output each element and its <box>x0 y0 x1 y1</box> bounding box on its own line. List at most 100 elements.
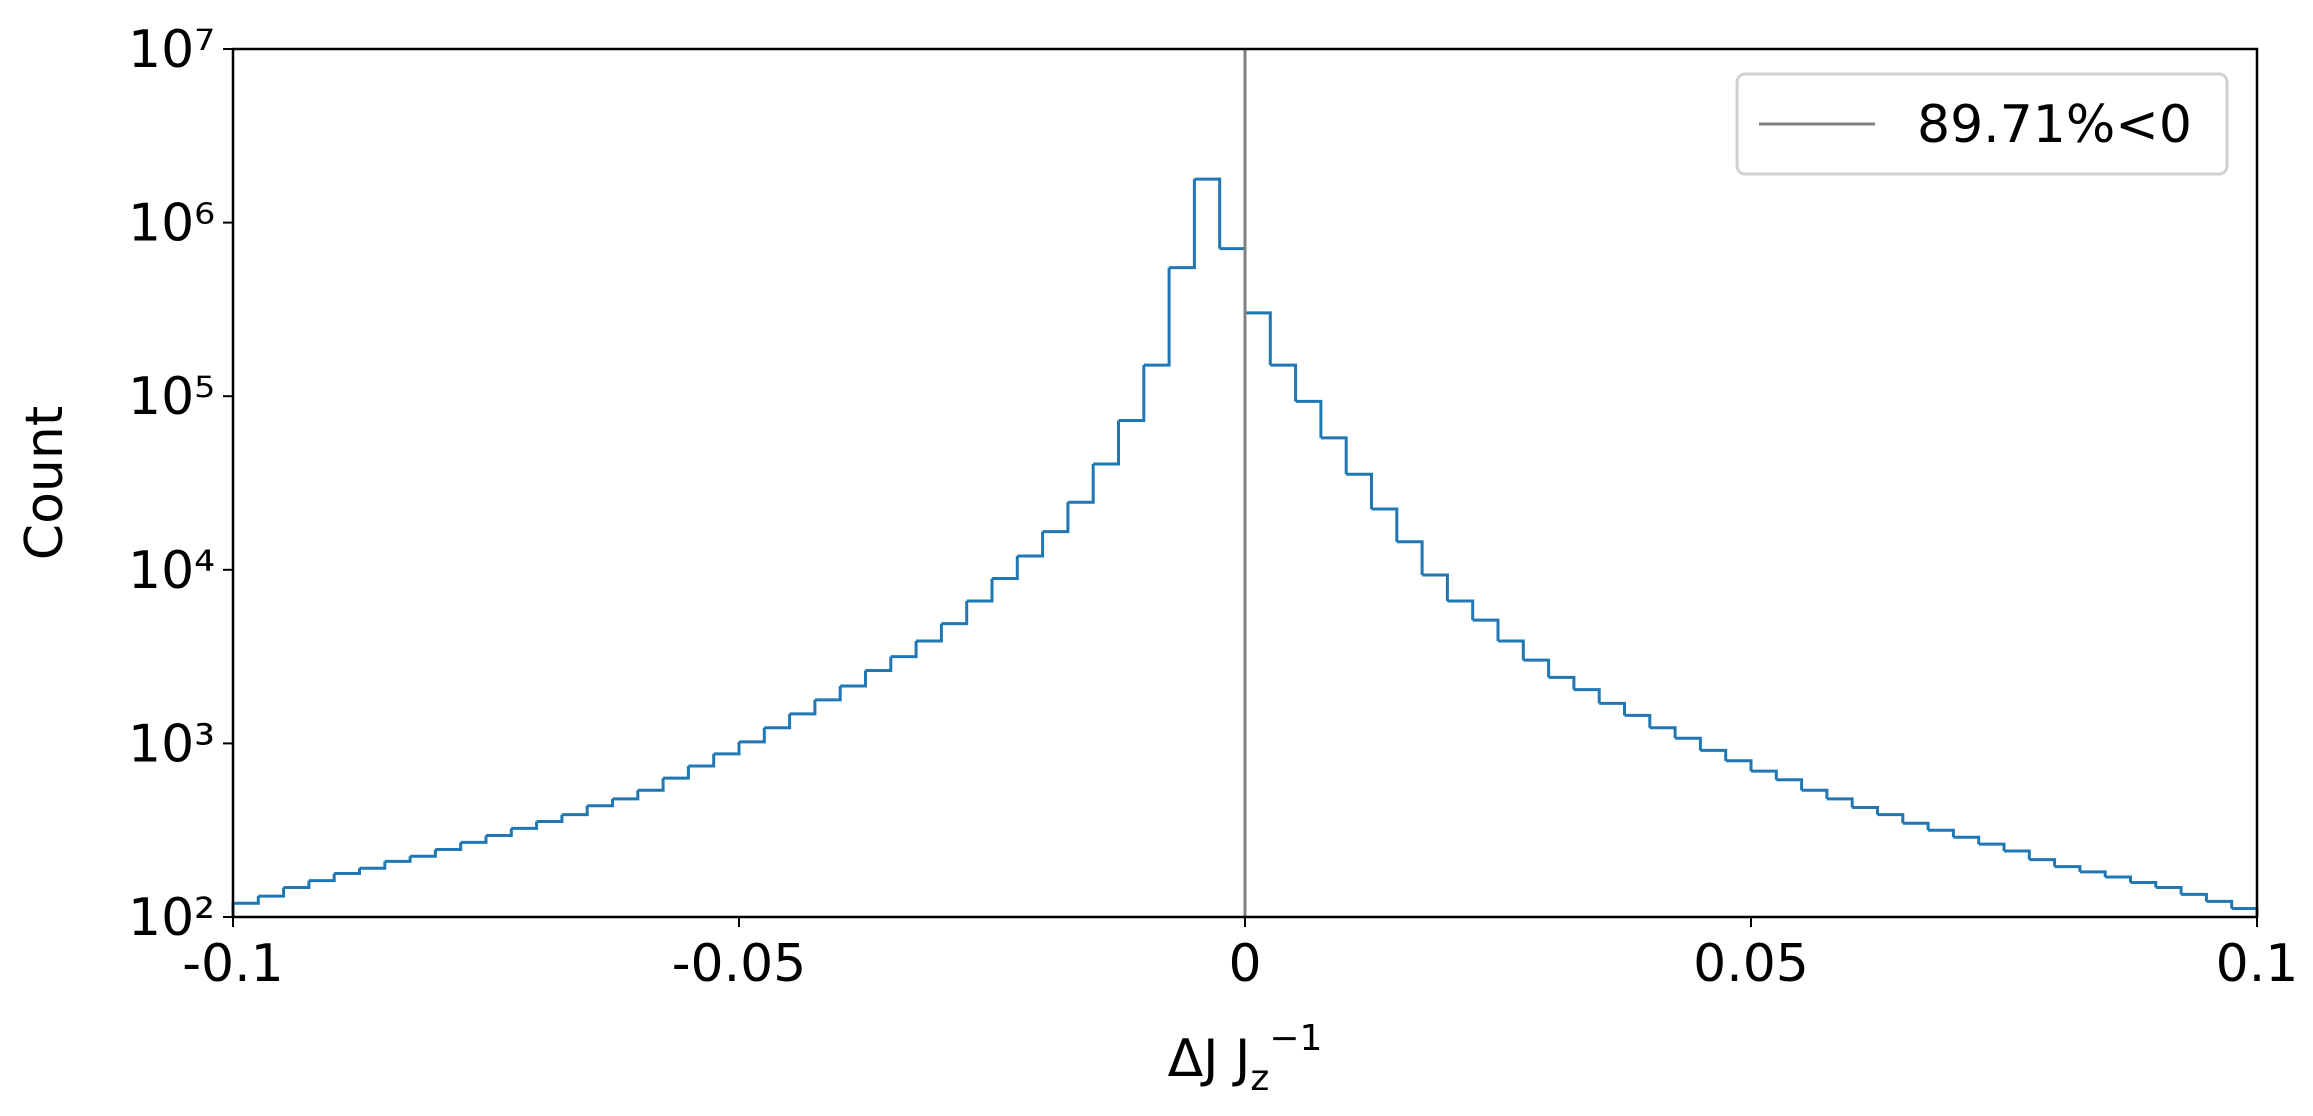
hist-step <box>1700 748 1728 761</box>
hist-step <box>1067 463 1095 504</box>
y-tick-label: 10³ <box>128 714 215 774</box>
x-tick-label: 0.1 <box>2216 934 2299 994</box>
hist-step <box>1143 267 1171 367</box>
hist-step <box>1624 713 1652 728</box>
hist-step <box>739 727 766 744</box>
x-tick-label: -0.1 <box>182 934 283 994</box>
hist-step <box>2130 881 2158 888</box>
hist-step <box>1902 821 1930 831</box>
y-tick-label: 10² <box>128 888 215 948</box>
hist-step <box>1548 675 1576 690</box>
hist-step <box>1649 726 1677 739</box>
hist-step <box>1093 420 1120 466</box>
hist-step <box>1295 399 1323 438</box>
hist-step <box>2181 892 2208 902</box>
hist-step <box>992 556 1019 581</box>
hist-step <box>1801 788 1829 799</box>
hist-step <box>1751 769 1778 780</box>
hist-step <box>1017 531 1045 558</box>
hist-step <box>612 790 640 801</box>
hist-step <box>536 814 564 823</box>
x-tick-label: -0.05 <box>672 934 807 994</box>
hist-step <box>258 887 286 898</box>
x-tick-label: 0 <box>1228 934 1261 994</box>
hist-step <box>587 798 614 808</box>
hist-step <box>1826 797 1854 808</box>
hist-step <box>308 873 336 883</box>
hist-step <box>1725 759 1753 772</box>
hist-step <box>2079 870 2107 877</box>
hist-step <box>2231 906 2259 917</box>
hist-step <box>283 880 311 889</box>
hist-step <box>890 640 918 659</box>
hist-step <box>2004 849 2031 860</box>
hist-step <box>1194 177 1222 249</box>
y-tick-label: 10⁵ <box>128 367 215 427</box>
hist-step <box>1270 363 1298 402</box>
legend-label: 89.71%<0 <box>1917 95 2192 155</box>
hist-step <box>486 828 513 837</box>
x-tick-label: 0.05 <box>1693 934 1809 994</box>
hist-step <box>435 842 463 851</box>
hist-step <box>359 861 387 870</box>
hist-step <box>1042 502 1070 534</box>
hist-step <box>384 856 412 863</box>
hist-step <box>1245 311 1272 366</box>
y-tick-label: 10⁶ <box>128 194 215 254</box>
hist-step <box>1953 835 1981 845</box>
hist-step <box>2029 858 2057 867</box>
hist-step <box>1498 639 1525 661</box>
hist-step <box>1447 599 1475 621</box>
x-axis-label: ΔJ Jz−1 <box>1168 1018 1323 1099</box>
hist-step <box>1523 658 1551 678</box>
hist-step <box>2105 875 2132 883</box>
hist-step <box>2155 885 2183 895</box>
x-label-main: ΔJ J <box>1168 1029 1251 1089</box>
hist-step <box>1371 507 1399 542</box>
hist-step <box>1169 179 1196 270</box>
hist-step <box>865 656 893 672</box>
y-axis-label: Count <box>15 406 75 560</box>
hist-step <box>713 741 741 756</box>
hist-step <box>460 835 488 844</box>
hist-step <box>814 686 842 702</box>
x-label-sub: z <box>1250 1058 1269 1099</box>
hist-step <box>840 670 867 688</box>
hist-step <box>231 896 260 917</box>
hist-step <box>688 753 716 768</box>
hist-step <box>1978 842 2006 851</box>
hist-step <box>916 623 943 643</box>
hist-step <box>1472 618 1500 641</box>
hist-step <box>1573 688 1601 704</box>
hist-step <box>764 713 792 730</box>
hist-step <box>1877 813 1905 824</box>
hist-step <box>1320 436 1348 475</box>
hist-step <box>1396 540 1424 576</box>
hist-step <box>410 849 437 858</box>
hist-step <box>1422 573 1449 602</box>
plot-frame <box>231 47 2259 919</box>
hist-step <box>941 601 969 626</box>
hist-step <box>1776 778 1804 791</box>
hist-step <box>1219 247 1247 313</box>
hist-step <box>511 821 539 830</box>
hist-step <box>1346 472 1373 509</box>
hist-step <box>1599 701 1626 716</box>
y-tick-label: 10⁴ <box>128 541 215 601</box>
hist-step <box>334 868 361 876</box>
x-label-sup: −1 <box>1269 1018 1322 1059</box>
y-tick-label: 10⁷ <box>128 20 215 80</box>
legend-box <box>1735 72 2229 176</box>
hist-step <box>2054 865 2082 872</box>
hist-step <box>1118 365 1146 423</box>
hist-step <box>1675 736 1702 751</box>
hist-step <box>1852 806 1879 815</box>
hist-step <box>663 766 690 780</box>
hist-step <box>561 805 589 817</box>
hist-step <box>2206 899 2234 909</box>
hist-step <box>637 778 665 792</box>
hist-step <box>966 578 994 603</box>
hist-step <box>1928 828 1955 838</box>
